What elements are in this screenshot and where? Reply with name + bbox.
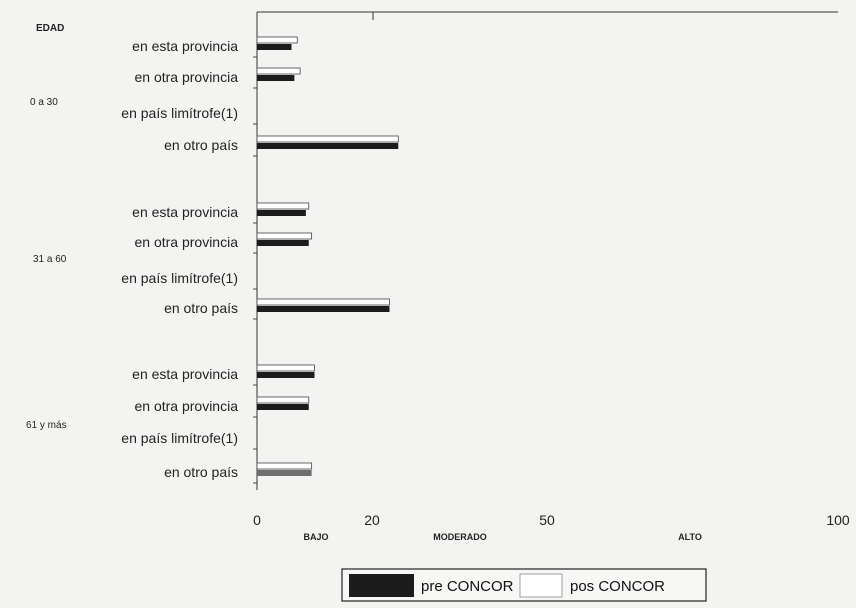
bar-pos-concor: [256, 232, 313, 240]
category-label: en otra provincia: [134, 398, 238, 414]
category-label: en esta provincia: [132, 204, 238, 220]
bars-layer: [256, 36, 399, 476]
bar-pre-concor: [257, 210, 306, 216]
bar-pre-concor: [257, 306, 390, 312]
bar-pos-concor: [256, 135, 399, 143]
x-zone-label: MODERADO: [433, 532, 487, 542]
x-zone-label: BAJO: [303, 532, 328, 542]
category-label: en otro país: [164, 464, 238, 480]
bar-pos-concor: [256, 396, 310, 404]
bar-pre-concor: [257, 404, 309, 410]
legend-swatch-pre-concor: [349, 574, 414, 597]
legend-swatch-pos-concor: [519, 573, 563, 598]
bar-pos-concor: [256, 36, 298, 44]
group-title: EDAD: [36, 23, 64, 34]
bar-pos-concor: [256, 67, 301, 75]
bar-pos-concor: [256, 462, 313, 470]
category-label: en esta provincia: [132, 366, 238, 382]
bar-pre-concor: [257, 143, 399, 149]
bar-pre-concor: [257, 372, 315, 378]
category-label: en otra provincia: [134, 69, 238, 85]
bar-pre-concor: [257, 75, 295, 81]
group-label: 61 y más: [26, 420, 67, 431]
legend-label-pre-concor: pre CONCOR: [421, 578, 514, 595]
x-tick-label: 100: [826, 512, 850, 528]
x-axis: 0 20 50 100 BAJO MODERADO ALTO: [253, 512, 850, 542]
category-label: en otro país: [164, 137, 238, 153]
category-label: en otra provincia: [134, 234, 238, 250]
bar-pre-concor: [257, 240, 309, 246]
bar-pos-concor: [256, 364, 315, 372]
category-label: en país limítrofe(1): [121, 105, 238, 121]
group-label: 31 a 60: [33, 254, 67, 265]
bar-pos-concor: [256, 202, 310, 210]
x-tick-label: 20: [364, 512, 380, 528]
bar-pre-concor: [257, 470, 312, 476]
category-label: en esta provincia: [132, 38, 238, 54]
plot-frame: [253, 11, 838, 490]
bar-pos-concor: [256, 298, 390, 306]
group-label: 0 a 30: [30, 97, 58, 108]
category-label: en país limítrofe(1): [121, 430, 238, 446]
bar-pre-concor: [257, 44, 292, 50]
legend: pre CONCOR pos CONCOR: [341, 568, 707, 602]
x-zone-label: ALTO: [678, 532, 702, 542]
legend-label-pos-concor: pos CONCOR: [570, 578, 665, 595]
category-label: en otro país: [164, 300, 238, 316]
category-label: en país limítrofe(1): [121, 270, 238, 286]
x-tick-label: 0: [253, 512, 261, 528]
labels-layer: EDAD 0 a 30 en esta provincia en otra provi…: [26, 23, 238, 480]
x-tick-label: 50: [539, 512, 555, 528]
